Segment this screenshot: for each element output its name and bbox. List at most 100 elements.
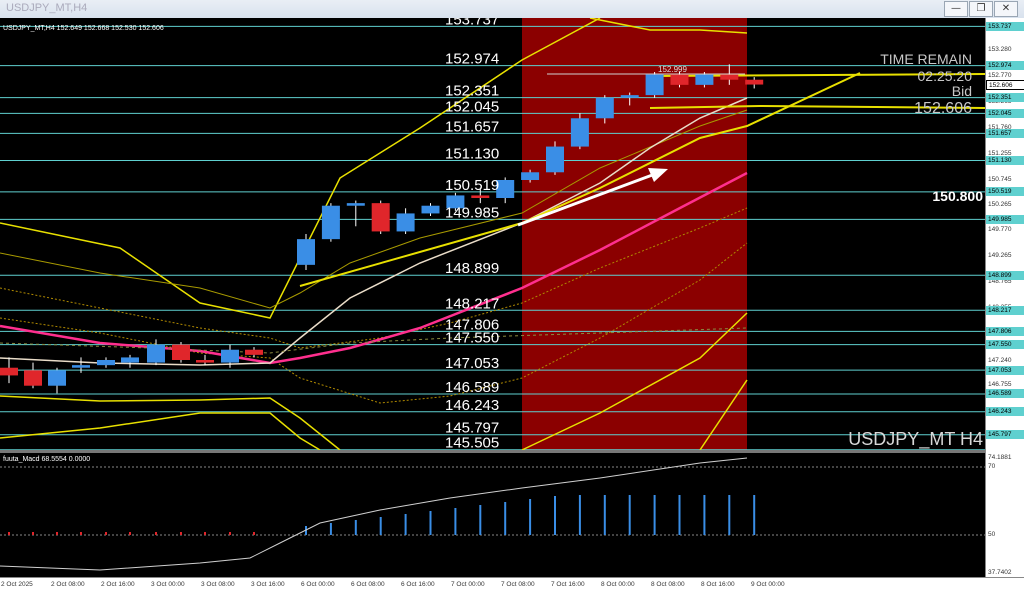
macd-bar xyxy=(354,520,357,535)
time-axis-label: 7 Oct 08:00 xyxy=(501,581,535,588)
time-axis-label: 7 Oct 16:00 xyxy=(551,581,585,588)
window-titlebar: USDJPY_MT,H4 — ❐ ✕ xyxy=(0,0,1024,19)
price-level-label: 151.130 xyxy=(445,145,499,162)
axis-tick-label: 150.745 xyxy=(988,176,1012,184)
session-highlight xyxy=(522,18,747,450)
axis-tick-label: 148.765 xyxy=(988,278,1012,286)
macd-bar xyxy=(728,495,731,535)
bid-label: Bid xyxy=(952,83,972,99)
candle xyxy=(0,357,18,384)
candle xyxy=(221,344,239,368)
time-axis-label: 2 Oct 2025 xyxy=(1,581,33,588)
macd-bar xyxy=(32,532,34,535)
close-button[interactable]: ✕ xyxy=(994,1,1018,17)
axis-level-tag: 147.550 xyxy=(986,340,1024,350)
axis-level-tag: 147.053 xyxy=(986,365,1024,375)
axis-level-tag: 152.351 xyxy=(986,93,1024,103)
time-axis-label: 6 Oct 16:00 xyxy=(401,581,435,588)
time-axis[interactable]: 2 Oct 2025 2 Oct 08:00 2 Oct 16:00 3 Oct 00… xyxy=(0,577,1024,595)
time-axis-label: 8 Oct 16:00 xyxy=(701,581,735,588)
candle xyxy=(72,357,90,373)
candle xyxy=(346,200,365,227)
macd-bar xyxy=(404,514,407,535)
price-level-label: 145.797 xyxy=(445,420,499,437)
time-remain-label: TIME REMAIN xyxy=(880,51,972,67)
time-axis-label: 6 Oct 08:00 xyxy=(351,581,385,588)
price-level-label: 148.217 xyxy=(445,295,499,312)
macd-bar xyxy=(753,495,756,535)
symbol-watermark: USDJPY_MT H4 xyxy=(848,429,983,450)
candle xyxy=(620,92,639,106)
macd-bar xyxy=(529,499,532,535)
axis-level-tag: 152.974 xyxy=(986,61,1024,71)
time-axis-label: 7 Oct 00:00 xyxy=(451,581,485,588)
candle xyxy=(695,72,714,88)
candle xyxy=(546,141,564,175)
axis-tick-label: 149.265 xyxy=(988,252,1012,260)
ma-pink xyxy=(0,171,748,365)
price-level-label: 153.737 xyxy=(445,18,499,28)
candle xyxy=(421,203,440,216)
axis-tick-label: 147.240 xyxy=(988,356,1012,364)
candle xyxy=(645,72,664,98)
macd-separator xyxy=(0,450,985,453)
time-axis-label: 8 Oct 00:00 xyxy=(601,581,635,588)
time-axis-label: 3 Oct 16:00 xyxy=(251,581,285,588)
price-level-label: 152.045 xyxy=(445,98,499,115)
price-level-label: 147.053 xyxy=(445,355,499,372)
macd-bar xyxy=(105,532,107,535)
macd-bar xyxy=(80,532,82,535)
macd-axis-label: 70 xyxy=(988,463,996,470)
candle xyxy=(446,192,465,211)
band-upper-2 xyxy=(589,18,748,34)
time-axis-label: 2 Oct 16:00 xyxy=(101,581,135,588)
macd-axis-label: 50 xyxy=(988,531,996,538)
bid-value: 152.606 xyxy=(914,100,972,117)
candle xyxy=(297,234,315,270)
macd-bar xyxy=(229,532,231,535)
band-upper xyxy=(0,18,601,319)
axis-level-tag: 148.899 xyxy=(986,270,1024,280)
axis-level-tag: 151.657 xyxy=(986,128,1024,138)
macd-title: fuuta_Macd 68.5554 0.0000 xyxy=(3,456,90,463)
candle xyxy=(245,347,263,358)
candle xyxy=(97,357,115,368)
time-axis-label: 9 Oct 00:00 xyxy=(751,581,785,588)
trend-line-1 xyxy=(299,72,861,287)
axis-tick-label: 151.760 xyxy=(988,124,1012,132)
macd-bar xyxy=(180,532,182,535)
right-marker-label: 150.800 xyxy=(932,188,983,204)
axis-level-tag: 151.130 xyxy=(986,155,1024,165)
axis-level-tag: 153.737 xyxy=(986,21,1024,31)
candle xyxy=(147,339,165,366)
time-axis-label: 6 Oct 00:00 xyxy=(301,581,335,588)
macd-signal-line xyxy=(0,457,748,571)
price-level-label: 145.505 xyxy=(445,435,499,452)
macd-axis-label: 37.7402 xyxy=(988,569,1012,576)
axis-level-tag: 146.243 xyxy=(986,407,1024,417)
minimize-button[interactable]: — xyxy=(944,1,968,17)
price-axis[interactable]: 153.280152.770152.265151.760151.255150.7… xyxy=(985,18,1024,577)
time-axis-label: 3 Oct 00:00 xyxy=(151,581,185,588)
axis-tick-label: 149.770 xyxy=(988,226,1012,234)
price-level-label: 150.519 xyxy=(445,177,499,194)
price-level-label: 151.657 xyxy=(445,118,499,135)
axis-tick-label: 146.755 xyxy=(988,381,1012,389)
price-chart[interactable]: USDJPY_MT,H4 152.649 152.668 152.530 152… xyxy=(0,18,985,577)
macd-bar xyxy=(379,517,382,535)
macd-bar xyxy=(8,532,10,535)
candle xyxy=(745,77,764,89)
horizontal-levels xyxy=(0,25,985,451)
candle xyxy=(371,200,390,234)
candle xyxy=(670,72,689,88)
band-mid-3 xyxy=(0,242,748,404)
restore-button[interactable]: ❐ xyxy=(969,1,993,17)
axis-level-tag: 146.589 xyxy=(986,389,1024,399)
candle xyxy=(24,362,42,389)
candle xyxy=(570,113,589,150)
band-lower-2 xyxy=(521,312,748,451)
price-level-label: 152.351 xyxy=(445,83,499,100)
band-lower-3 xyxy=(0,412,321,451)
price-level-label: 148.899 xyxy=(445,260,499,277)
